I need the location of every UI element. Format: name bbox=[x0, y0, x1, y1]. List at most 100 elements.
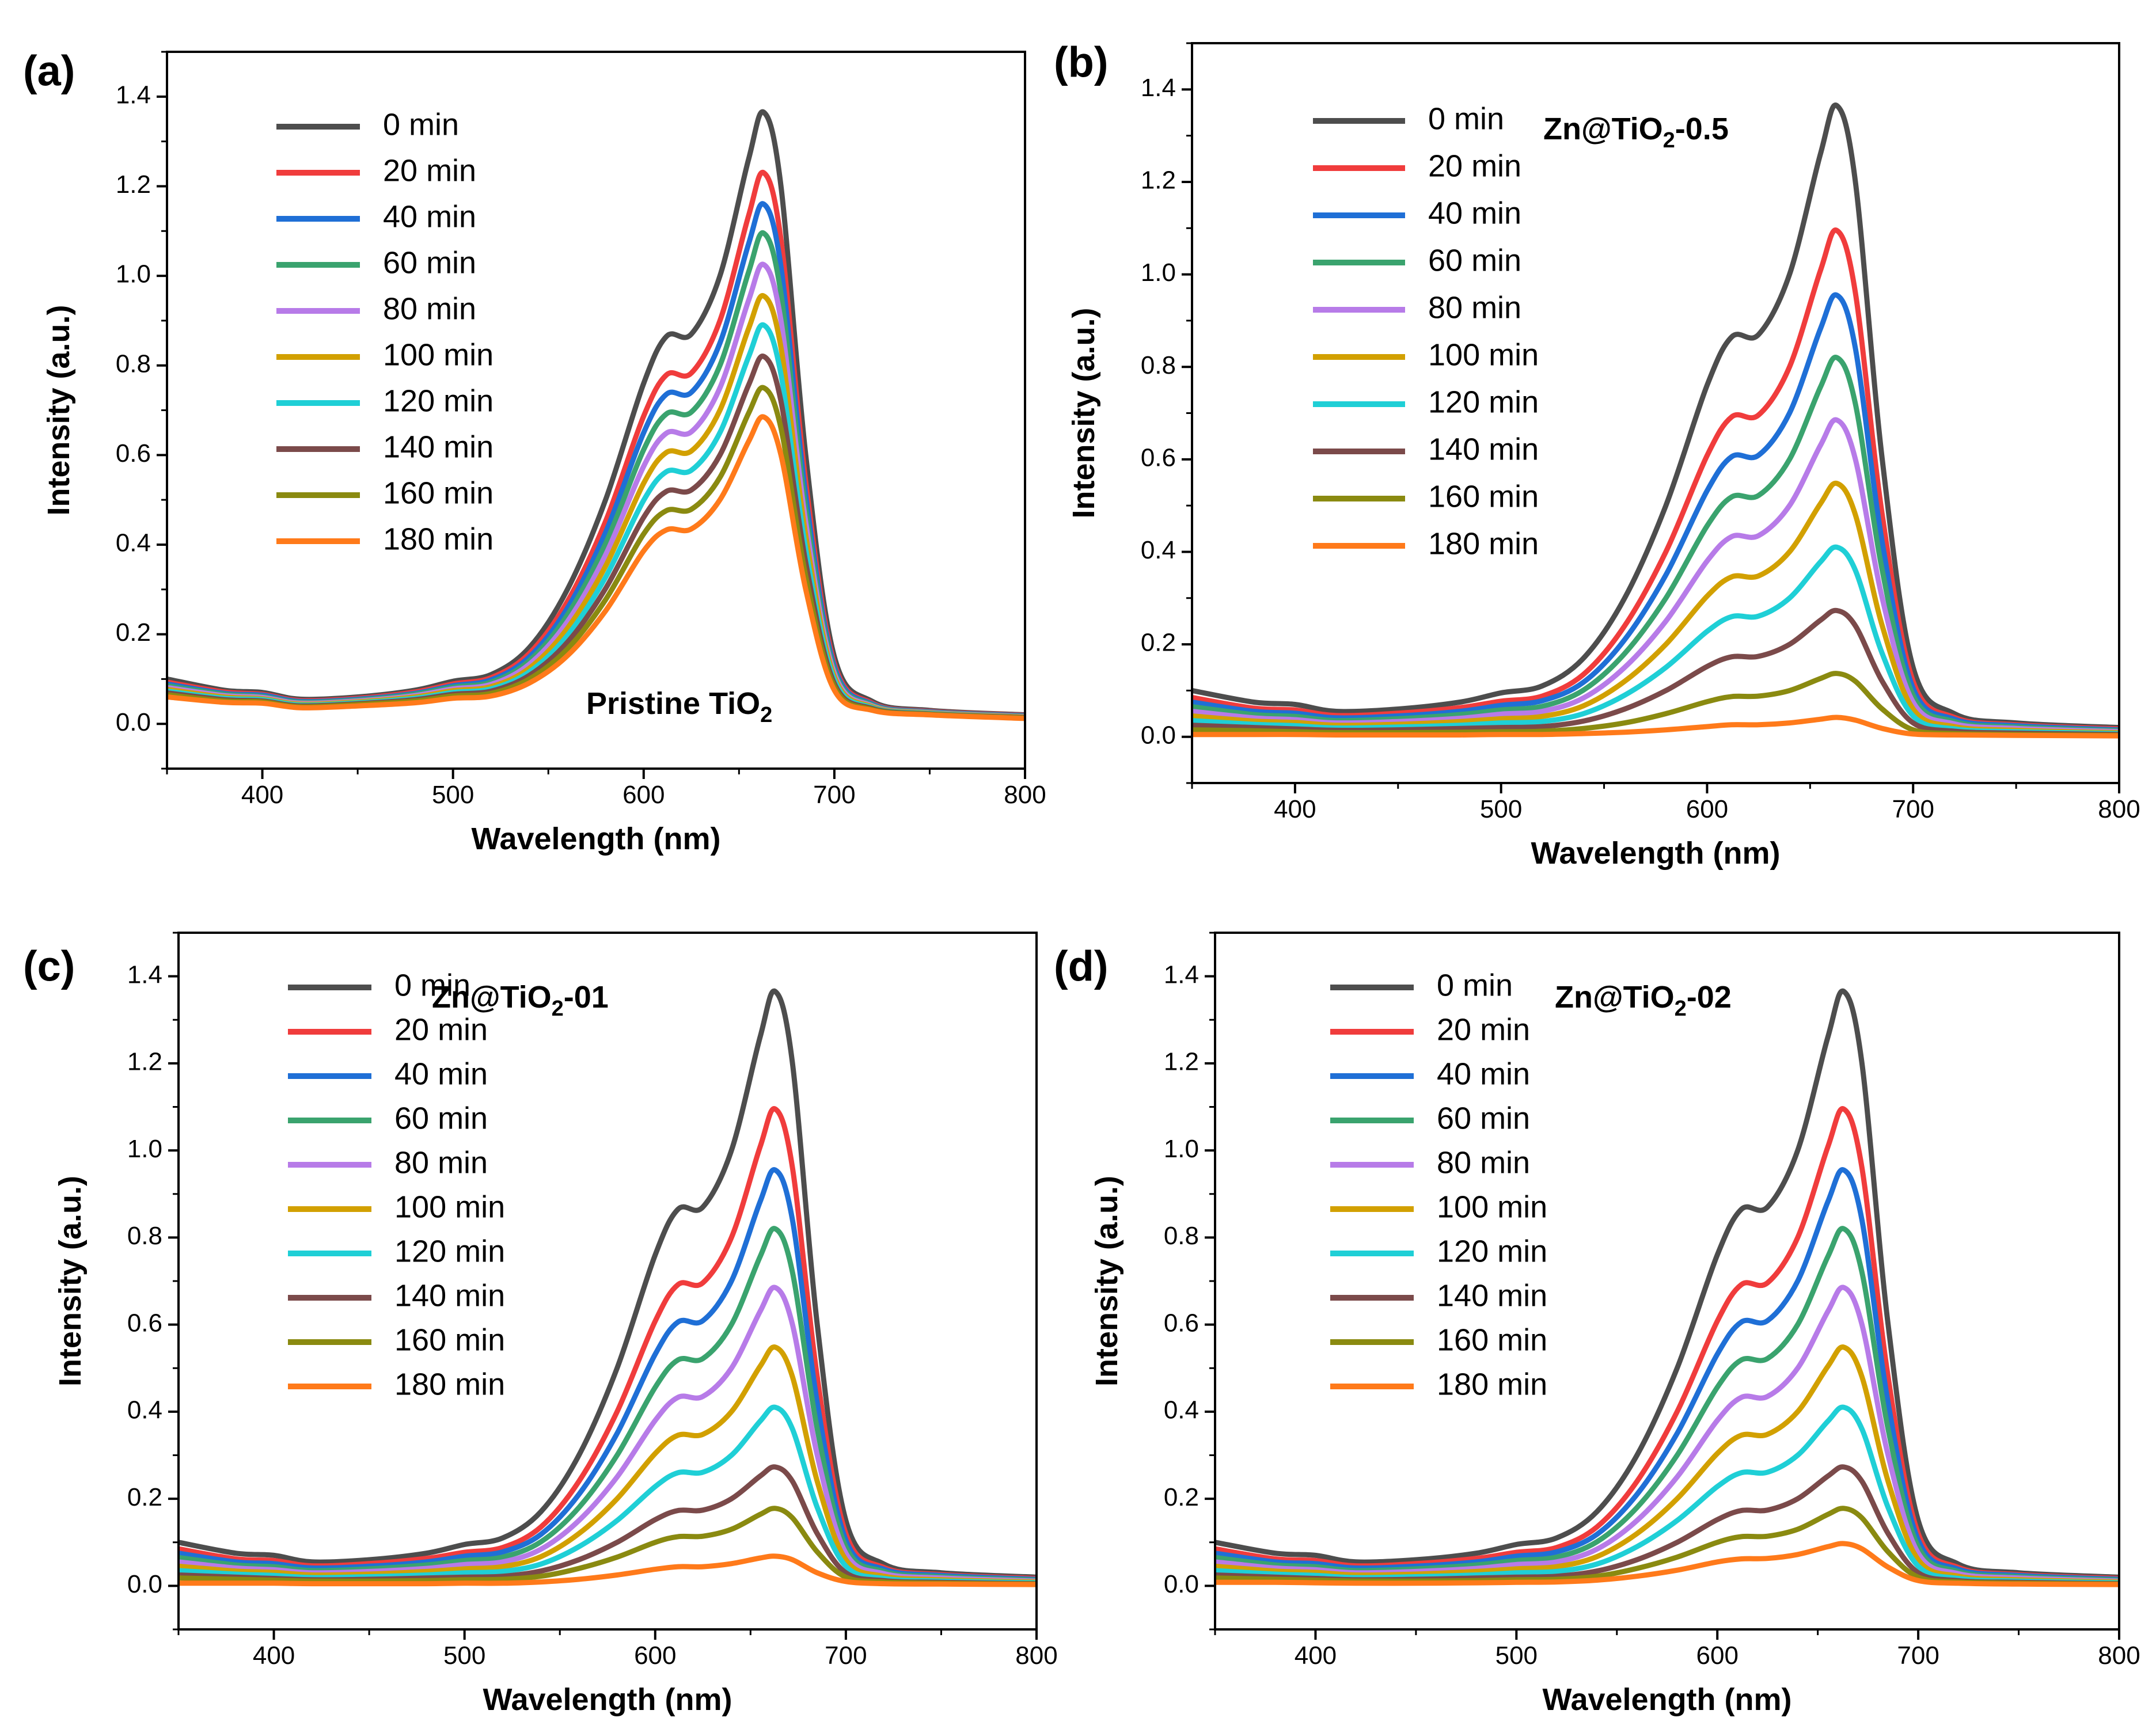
series-line-a-10 bbox=[167, 414, 1025, 721]
panel-b: (b) 0.0 0.2 0.4 0.6 0.8 1.0 1.2 1.4 400 500 600 700 8… bbox=[1054, 39, 2140, 871]
series-line-b-3 bbox=[1192, 292, 2119, 733]
x-tick-label: 500 bbox=[443, 1641, 485, 1670]
y-tick-label: 0.4 bbox=[116, 529, 151, 557]
y-tick-label: 0.2 bbox=[127, 1483, 162, 1511]
x-axis-title: Wavelength (nm) bbox=[1531, 836, 1780, 871]
legend-label: 20 min bbox=[1428, 149, 1521, 183]
y-tick-label: 0.2 bbox=[116, 618, 151, 647]
legend-label: 180 min bbox=[1437, 1367, 1547, 1401]
x-tick-label: 800 bbox=[2098, 1641, 2140, 1670]
series-line-b-4 bbox=[1192, 355, 2119, 734]
y-axis-title: Intensity (a.u.) bbox=[53, 1176, 88, 1386]
y-tick-label: 0.8 bbox=[116, 349, 151, 378]
x-tick-label: 700 bbox=[1897, 1641, 1939, 1670]
panel-label-d: (d) bbox=[1054, 943, 1109, 990]
series-group-d bbox=[1215, 988, 2119, 1587]
y-tick-label: 0.8 bbox=[1141, 351, 1176, 379]
legend-label: 160 min bbox=[394, 1323, 505, 1357]
legend-label: 80 min bbox=[1437, 1145, 1530, 1180]
series-line-b-5 bbox=[1192, 417, 2119, 735]
series-line-b-2 bbox=[1192, 227, 2119, 732]
y-tick-label: 1.2 bbox=[127, 1048, 162, 1076]
legend-label: 160 min bbox=[1428, 479, 1539, 514]
y-tick-label: 1.4 bbox=[116, 81, 151, 109]
legend-label: 180 min bbox=[1428, 526, 1539, 561]
series-line-b-6 bbox=[1192, 480, 2119, 735]
y-tick-label: 1.4 bbox=[127, 960, 162, 989]
legend-label: 160 min bbox=[1437, 1323, 1547, 1357]
y-tick-label: 1.0 bbox=[1164, 1135, 1199, 1163]
y-tick-label: 0.0 bbox=[116, 708, 151, 736]
series-line-a-4 bbox=[167, 230, 1025, 719]
series-line-b-10 bbox=[1192, 715, 2119, 739]
series-group-a bbox=[167, 109, 1025, 721]
x-tick-label: 600 bbox=[1686, 795, 1728, 823]
legend-label: 0 min bbox=[1437, 968, 1513, 1002]
legend-label: 40 min bbox=[1428, 196, 1521, 230]
legend-d: 0 min 20 min 40 min 60 min 80 min 100 min 120 … bbox=[1330, 968, 1547, 1401]
x-tick-label: 600 bbox=[634, 1641, 676, 1670]
legend-label: 60 min bbox=[1428, 243, 1521, 278]
y-tick-label: 0.6 bbox=[116, 439, 151, 468]
x-tick-label: 800 bbox=[1004, 781, 1046, 809]
legend-label: 80 min bbox=[383, 291, 476, 326]
x-tick-label: 400 bbox=[1274, 795, 1316, 823]
x-tick-label: 600 bbox=[1696, 1641, 1739, 1670]
x-tick-label: 800 bbox=[2098, 795, 2140, 823]
y-tick-label: 0.6 bbox=[1141, 443, 1176, 472]
y-tick-label: 0.0 bbox=[1164, 1570, 1199, 1598]
series-group-c bbox=[179, 988, 1037, 1587]
x-axis-title: Wavelength (nm) bbox=[1542, 1682, 1791, 1717]
legend-label: 0 min bbox=[383, 107, 459, 142]
series-line-c-10 bbox=[179, 1553, 1037, 1587]
legend-label: 140 min bbox=[1437, 1278, 1547, 1313]
legend-label: 60 min bbox=[1437, 1101, 1530, 1135]
legend-label: 140 min bbox=[383, 430, 494, 464]
x-tick-label: 700 bbox=[825, 1641, 867, 1670]
y-tick-label: 0.4 bbox=[127, 1396, 162, 1424]
series-line-c-5 bbox=[179, 1285, 1037, 1584]
y-axis-title: Intensity (a.u.) bbox=[1066, 307, 1101, 518]
x-tick-label: 500 bbox=[432, 781, 474, 809]
series-line-c-3 bbox=[179, 1167, 1037, 1582]
legend-label: 100 min bbox=[1428, 337, 1539, 372]
legend-label: 80 min bbox=[1428, 290, 1521, 325]
y-tick-label: 0.6 bbox=[1164, 1309, 1199, 1337]
y-tick-label: 1.2 bbox=[1141, 166, 1176, 195]
y-tick-label: 1.4 bbox=[1141, 74, 1176, 102]
legend-label: 40 min bbox=[1437, 1057, 1530, 1091]
y-tick-label: 0.2 bbox=[1164, 1483, 1199, 1511]
y-tick-label: 1.0 bbox=[127, 1135, 162, 1163]
x-tick-label: 500 bbox=[1495, 1641, 1538, 1670]
panel-label-a: (a) bbox=[23, 47, 75, 95]
legend-label: 100 min bbox=[394, 1190, 505, 1224]
legend-label: 20 min bbox=[394, 1012, 488, 1047]
legend-label: 60 min bbox=[383, 245, 476, 280]
y-tick-label: 1.0 bbox=[116, 260, 151, 288]
legend-label: 20 min bbox=[383, 153, 476, 188]
x-tick-label: 500 bbox=[1480, 795, 1522, 823]
legend-b: 0 min 20 min 40 min 60 min 80 min 100 min 120 … bbox=[1313, 101, 1539, 561]
x-tick-label: 700 bbox=[1892, 795, 1934, 823]
legend-label: 140 min bbox=[394, 1278, 505, 1313]
x-tick-label: 400 bbox=[1295, 1641, 1337, 1670]
panel-annotation-c: Zn@TiO2-01 bbox=[432, 980, 609, 1021]
x-tick-label: 400 bbox=[253, 1641, 295, 1670]
series-line-a-5 bbox=[167, 261, 1025, 720]
panel-annotation-a: Pristine TiO2 bbox=[586, 686, 772, 727]
legend-label: 120 min bbox=[394, 1234, 505, 1268]
legend-label: 180 min bbox=[383, 522, 494, 556]
x-tick-label: 400 bbox=[241, 781, 283, 809]
panel-annotation-d: Zn@TiO2-02 bbox=[1555, 980, 1732, 1021]
series-line-d-3 bbox=[1215, 1167, 2119, 1582]
series-line-b-1 bbox=[1192, 102, 2119, 731]
y-tick-label: 0.0 bbox=[127, 1570, 162, 1598]
legend-label: 0 min bbox=[1428, 101, 1504, 136]
y-tick-label: 1.0 bbox=[1141, 259, 1176, 287]
panel-label-b: (b) bbox=[1054, 39, 1109, 86]
series-line-a-3 bbox=[167, 201, 1025, 719]
legend-label: 120 min bbox=[383, 383, 494, 418]
y-tick-label: 1.4 bbox=[1164, 960, 1199, 989]
legend-label: 40 min bbox=[394, 1057, 488, 1091]
legend-label: 100 min bbox=[1437, 1190, 1547, 1224]
